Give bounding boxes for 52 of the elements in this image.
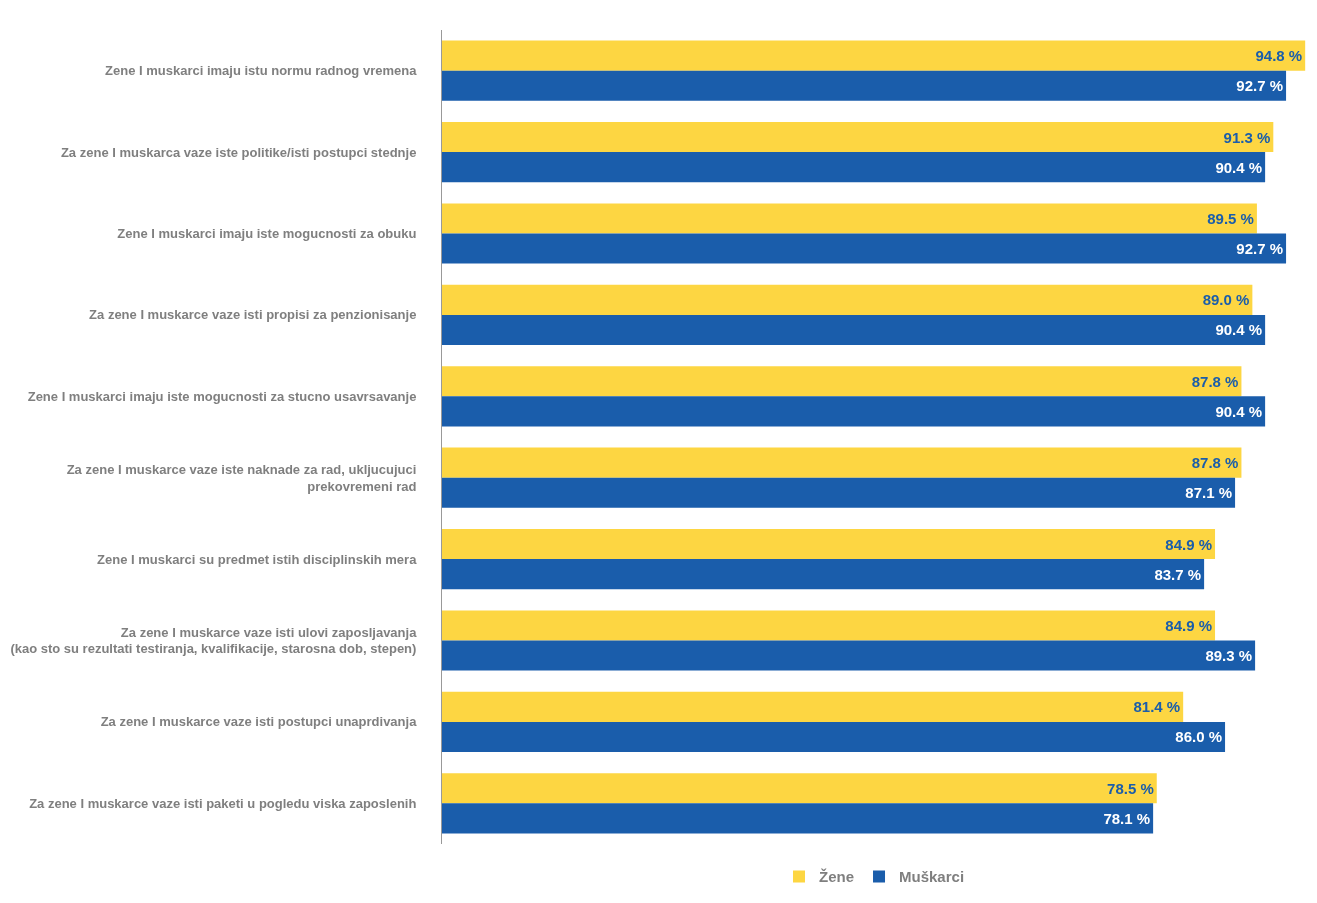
bar bbox=[442, 396, 1266, 427]
bar bbox=[442, 559, 1205, 590]
bar bbox=[442, 233, 1287, 264]
data-label: 90.4 % bbox=[1215, 158, 1263, 176]
y-tick-label: Za zene I muskarce vaze isti paketi u pogledu viska zaposlenih bbox=[29, 795, 417, 811]
y-tick-label: Za zene I muskarce vaze iste naknade za rad, ukljucujuci prekovremeni rad bbox=[66, 461, 417, 494]
legend-label: Muškarci bbox=[899, 868, 965, 886]
data-label: 89.0 % bbox=[1202, 291, 1250, 309]
bar bbox=[442, 203, 1257, 234]
data-label: 90.4 % bbox=[1215, 402, 1263, 420]
y-tick-label: Za zene I muskarca vaze iste politike/isti postupci stednje bbox=[60, 144, 417, 160]
data-label: 91.3 % bbox=[1223, 128, 1271, 146]
data-label: 87.8 % bbox=[1191, 372, 1239, 390]
data-label: 90.4 % bbox=[1215, 321, 1263, 339]
data-label: 81.4 % bbox=[1133, 698, 1181, 716]
bar bbox=[442, 284, 1253, 315]
bar bbox=[442, 70, 1287, 101]
data-label: 94.8 % bbox=[1255, 47, 1303, 65]
y-tick-label: Zene I muskarci su predmet istih disciplinskih mera bbox=[97, 551, 418, 567]
data-label: 84.9 % bbox=[1165, 535, 1213, 553]
bar bbox=[442, 610, 1216, 641]
data-label: 92.7 % bbox=[1236, 240, 1284, 258]
data-label: 92.7 % bbox=[1236, 77, 1284, 95]
y-tick-label: Zene I muskarci imaju istu normu radnog vremena bbox=[105, 63, 418, 79]
bar bbox=[442, 803, 1154, 834]
bar bbox=[442, 721, 1226, 753]
data-label: 87.8 % bbox=[1191, 454, 1239, 472]
bar bbox=[442, 528, 1216, 560]
bar bbox=[442, 152, 1266, 183]
data-label: 89.5 % bbox=[1207, 209, 1254, 227]
data-label: 78.5 % bbox=[1107, 779, 1154, 797]
data-label: 87.1 % bbox=[1185, 484, 1233, 502]
y-tick-label: Za zene I muskarce vaze isti ulovi zaposljavanja (kao sto su rezultati testiranja, kvalifikacije, starosna dob, stepen) bbox=[10, 624, 418, 657]
bar bbox=[442, 477, 1236, 508]
legend-label: Žene bbox=[819, 868, 855, 886]
y-tick-label: Za zene I muskarce vaze isti propisi za penzionisanje bbox=[89, 307, 417, 323]
data-label: 78.1 % bbox=[1103, 809, 1151, 827]
bar bbox=[442, 314, 1266, 346]
data-label: 83.7 % bbox=[1154, 565, 1202, 583]
bar bbox=[442, 366, 1242, 397]
bar bbox=[442, 40, 1306, 71]
bar bbox=[442, 640, 1256, 671]
data-label: 84.9 % bbox=[1165, 616, 1213, 634]
bar bbox=[442, 773, 1157, 804]
bar bbox=[442, 121, 1274, 153]
data-label: 89.3 % bbox=[1205, 647, 1253, 665]
bar bbox=[442, 691, 1184, 722]
y-tick-label: Za zene I muskarce vaze isti postupci unaprdivanja bbox=[100, 714, 418, 730]
y-tick-label: Zene I muskarci imaju iste mogucnosti za obuku bbox=[117, 226, 417, 242]
bar bbox=[442, 447, 1242, 478]
data-label: 86.0 % bbox=[1175, 728, 1223, 746]
y-tick-label: Zene I muskarci imaju iste mogucnosti za stucno usavrsavanje bbox=[27, 388, 417, 404]
